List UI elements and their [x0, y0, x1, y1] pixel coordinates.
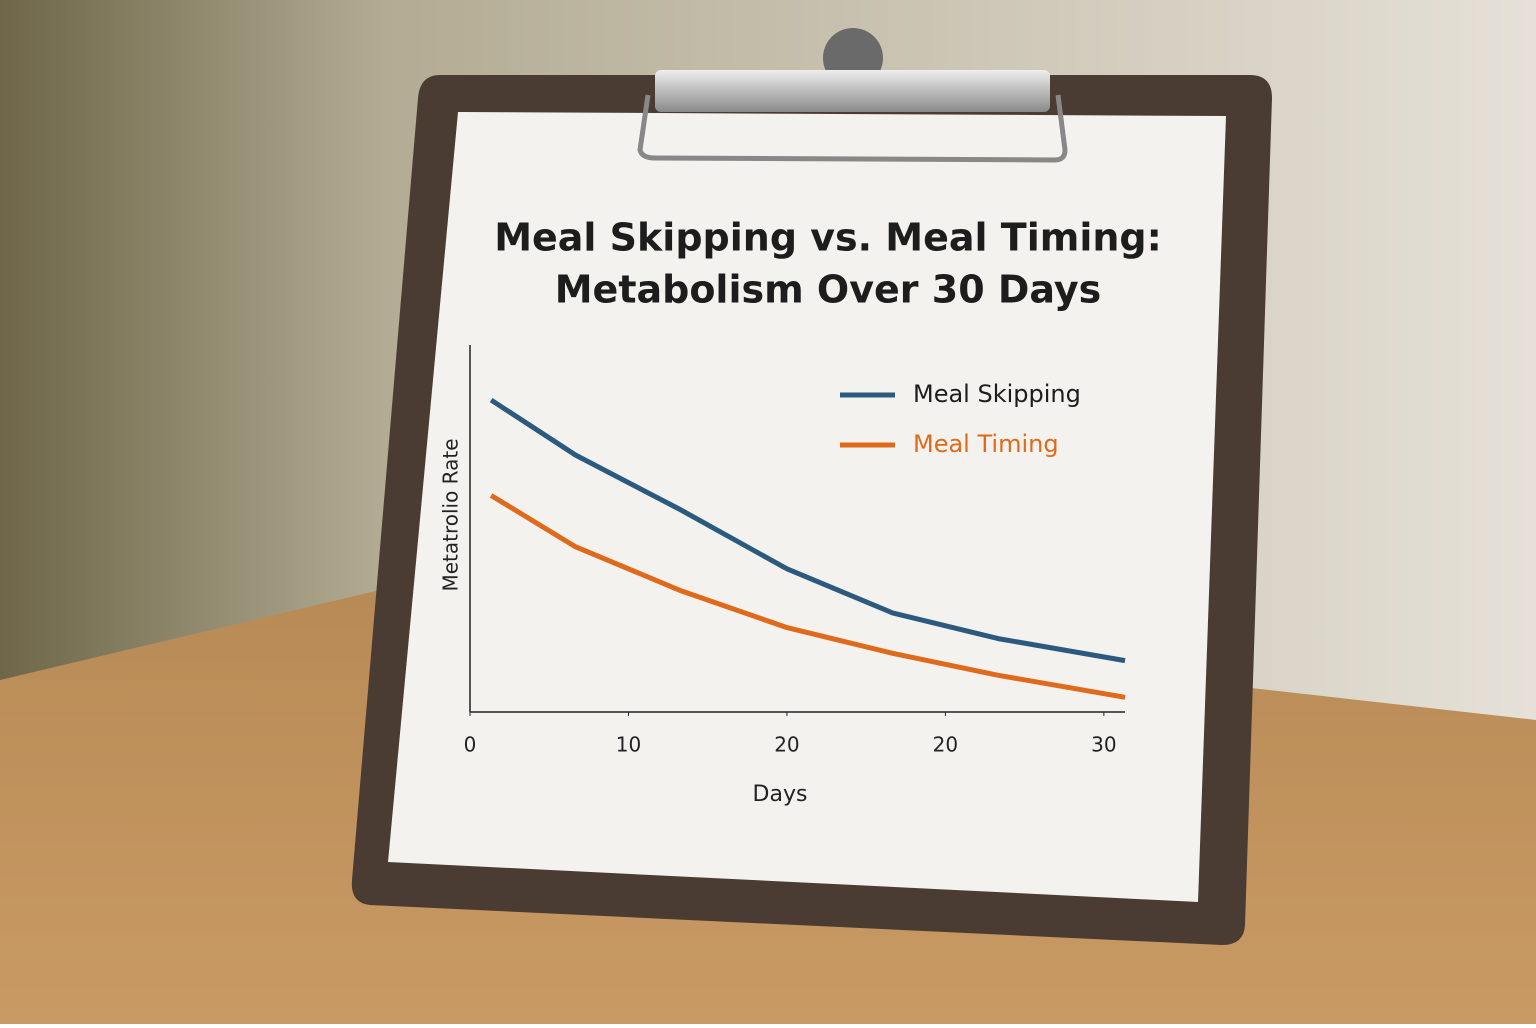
x-tick-label: 10 [616, 733, 641, 757]
chart: Meal Skipping vs. Meal Timing: Metabolism… [439, 216, 1162, 808]
x-tick-label: 30 [1091, 733, 1116, 757]
series-line [489, 397, 1126, 664]
chart-title: Metabolism Over 30 Days [555, 268, 1102, 312]
legend-label: Meal Skipping [913, 380, 1081, 408]
x-tick-label: 20 [933, 733, 958, 757]
paper [388, 112, 1226, 902]
chart-title: Meal Skipping vs. Meal Timing: [494, 216, 1162, 260]
x-tick-label: 0 [464, 733, 477, 757]
x-tick-label: 20 [774, 733, 799, 757]
legend-label: Meal Timing [913, 430, 1059, 458]
y-axis-label: Metatrolio Rate [439, 438, 463, 591]
series-line [489, 493, 1126, 700]
clip-bar [655, 70, 1050, 112]
x-axis-label: Days [753, 782, 808, 807]
clip-wire [637, 94, 1068, 163]
